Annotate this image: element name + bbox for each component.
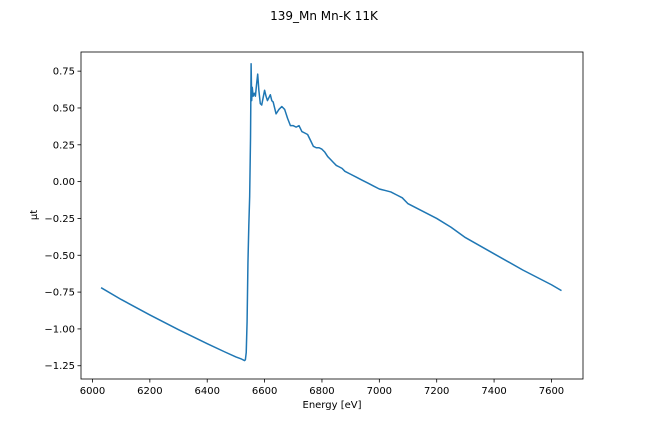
x-tick-label: 7600 xyxy=(539,386,564,397)
x-tick-label: 6800 xyxy=(309,386,334,397)
y-tick-label: −0.75 xyxy=(44,288,75,299)
series-line xyxy=(100,63,562,362)
plot-frame xyxy=(80,51,584,380)
x-tick-label: 7200 xyxy=(424,386,449,397)
y-tick-label: −1.25 xyxy=(44,361,75,372)
y-axis-label: μt xyxy=(29,210,40,220)
x-tick-label: 7000 xyxy=(367,386,392,397)
plot-area xyxy=(81,52,583,379)
chart-title: 139_Mn Mn-K 11K xyxy=(270,9,379,23)
y-tick-label: 0.25 xyxy=(53,140,75,151)
x-tick-label: 6600 xyxy=(252,386,277,397)
y-tick-label: 0.75 xyxy=(53,67,75,78)
y-tick-label: −0.25 xyxy=(44,214,75,225)
x-tick-label: 6400 xyxy=(194,386,219,397)
y-tick-label: 0.50 xyxy=(53,103,75,114)
y-tick-label: −0.50 xyxy=(44,251,75,262)
x-tick-label: 7400 xyxy=(481,386,506,397)
y-axis: −1.25 −1.00 −0.75 −0.50 −0.25 0.00 0.25 0.50 0.7… xyxy=(44,67,81,372)
x-axis-label: Energy [eV] xyxy=(303,400,362,411)
y-tick-label: −1.00 xyxy=(44,324,75,335)
x-tick-label: 6200 xyxy=(137,386,162,397)
y-tick-label: 0.00 xyxy=(53,177,75,188)
x-axis: 6000 6200 6400 6600 6800 7000 7200 7400 7600 xyxy=(80,379,564,397)
x-tick-label: 6000 xyxy=(80,386,105,397)
